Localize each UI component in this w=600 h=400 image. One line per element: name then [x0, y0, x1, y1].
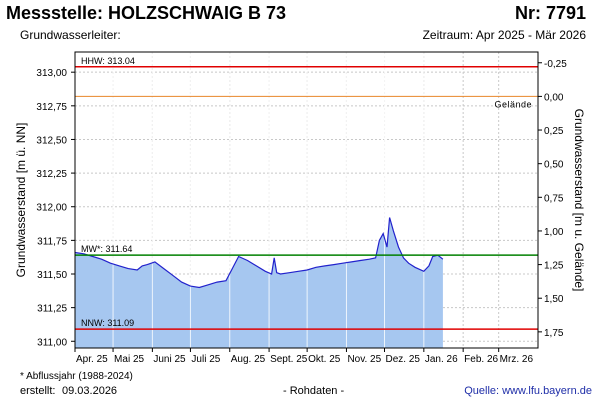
y-tick-label: 311,00	[37, 337, 67, 348]
x-tick-label: Okt. 25	[308, 354, 341, 365]
x-tick-label: Dez. 25	[386, 354, 421, 365]
y2-tick-label: 0,00	[544, 92, 564, 103]
y-tick-label: 312,75	[36, 102, 67, 113]
x-tick-label: Mrz. 26	[500, 354, 534, 365]
y2-tick-label: 1,25	[544, 261, 564, 272]
footnote: * Abflussjahr (1988-2024)	[20, 371, 133, 382]
x-tick-label: Jan. 26	[425, 354, 458, 365]
y2-tick-label: 1,75	[544, 328, 564, 339]
station-number: Nr: 7791	[514, 3, 586, 23]
y-tick-label: 311,25	[37, 304, 67, 315]
y-tick-label: 311,50	[37, 270, 67, 281]
y-axis-label: Grundwasserstand [m ü. NN]	[14, 123, 28, 278]
y2-tick-label: 1,50	[544, 294, 564, 305]
reference-label: Gelände	[494, 99, 532, 109]
aquifer-label: Grundwasserleiter:	[20, 28, 121, 42]
x-tick-label: Aug. 25	[231, 354, 266, 365]
period-label: Zeitraum: Apr 2025 - Mär 2026	[422, 28, 586, 42]
created-label: erstellt:	[20, 385, 56, 397]
plot-frame	[74, 51, 539, 349]
source-link[interactable]: Quelle: www.lfu.bayern.de	[464, 385, 592, 397]
reference-label: HHW: 313.04	[81, 56, 135, 66]
reference-label: MW*: 311.64	[81, 244, 132, 254]
x-tick-label: Apr. 25	[76, 354, 108, 365]
y2-tick-label: 0,25	[544, 126, 564, 137]
series-line	[74, 217, 444, 289]
y-tick-label: 313,00	[36, 68, 67, 79]
y2-tick-label: 0,50	[544, 160, 564, 171]
x-tick-label: Juni 25	[153, 354, 186, 365]
y-tick-label: 312,00	[36, 203, 67, 214]
page-title: Messstelle: HOLZSCHWAIG B 73	[6, 3, 287, 23]
x-tick-label: Sept. 25	[270, 354, 308, 365]
created-date: 09.03.2026	[62, 385, 118, 397]
y-tick-label: 312,25	[36, 169, 67, 180]
y-tick-label: 311,75	[37, 236, 67, 247]
y2-tick-label: 0,75	[544, 193, 564, 204]
data-status: - Rohdaten -	[283, 385, 345, 397]
series-area	[75, 217, 443, 348]
y2-tick-label: -0,25	[544, 59, 567, 70]
x-tick-label: Feb. 26	[464, 354, 498, 365]
reference-label: NNW: 311.09	[81, 318, 134, 328]
x-tick-label: Nov. 25	[347, 354, 381, 365]
x-tick-label: Juli 25	[191, 354, 220, 365]
y-tick-label: 312,50	[36, 135, 67, 146]
y2-tick-label: 1,00	[544, 227, 564, 238]
y2-axis-label: Grundwasserstand [m u. Gelände]	[572, 109, 586, 292]
x-tick-label: Mai 25	[114, 354, 144, 365]
